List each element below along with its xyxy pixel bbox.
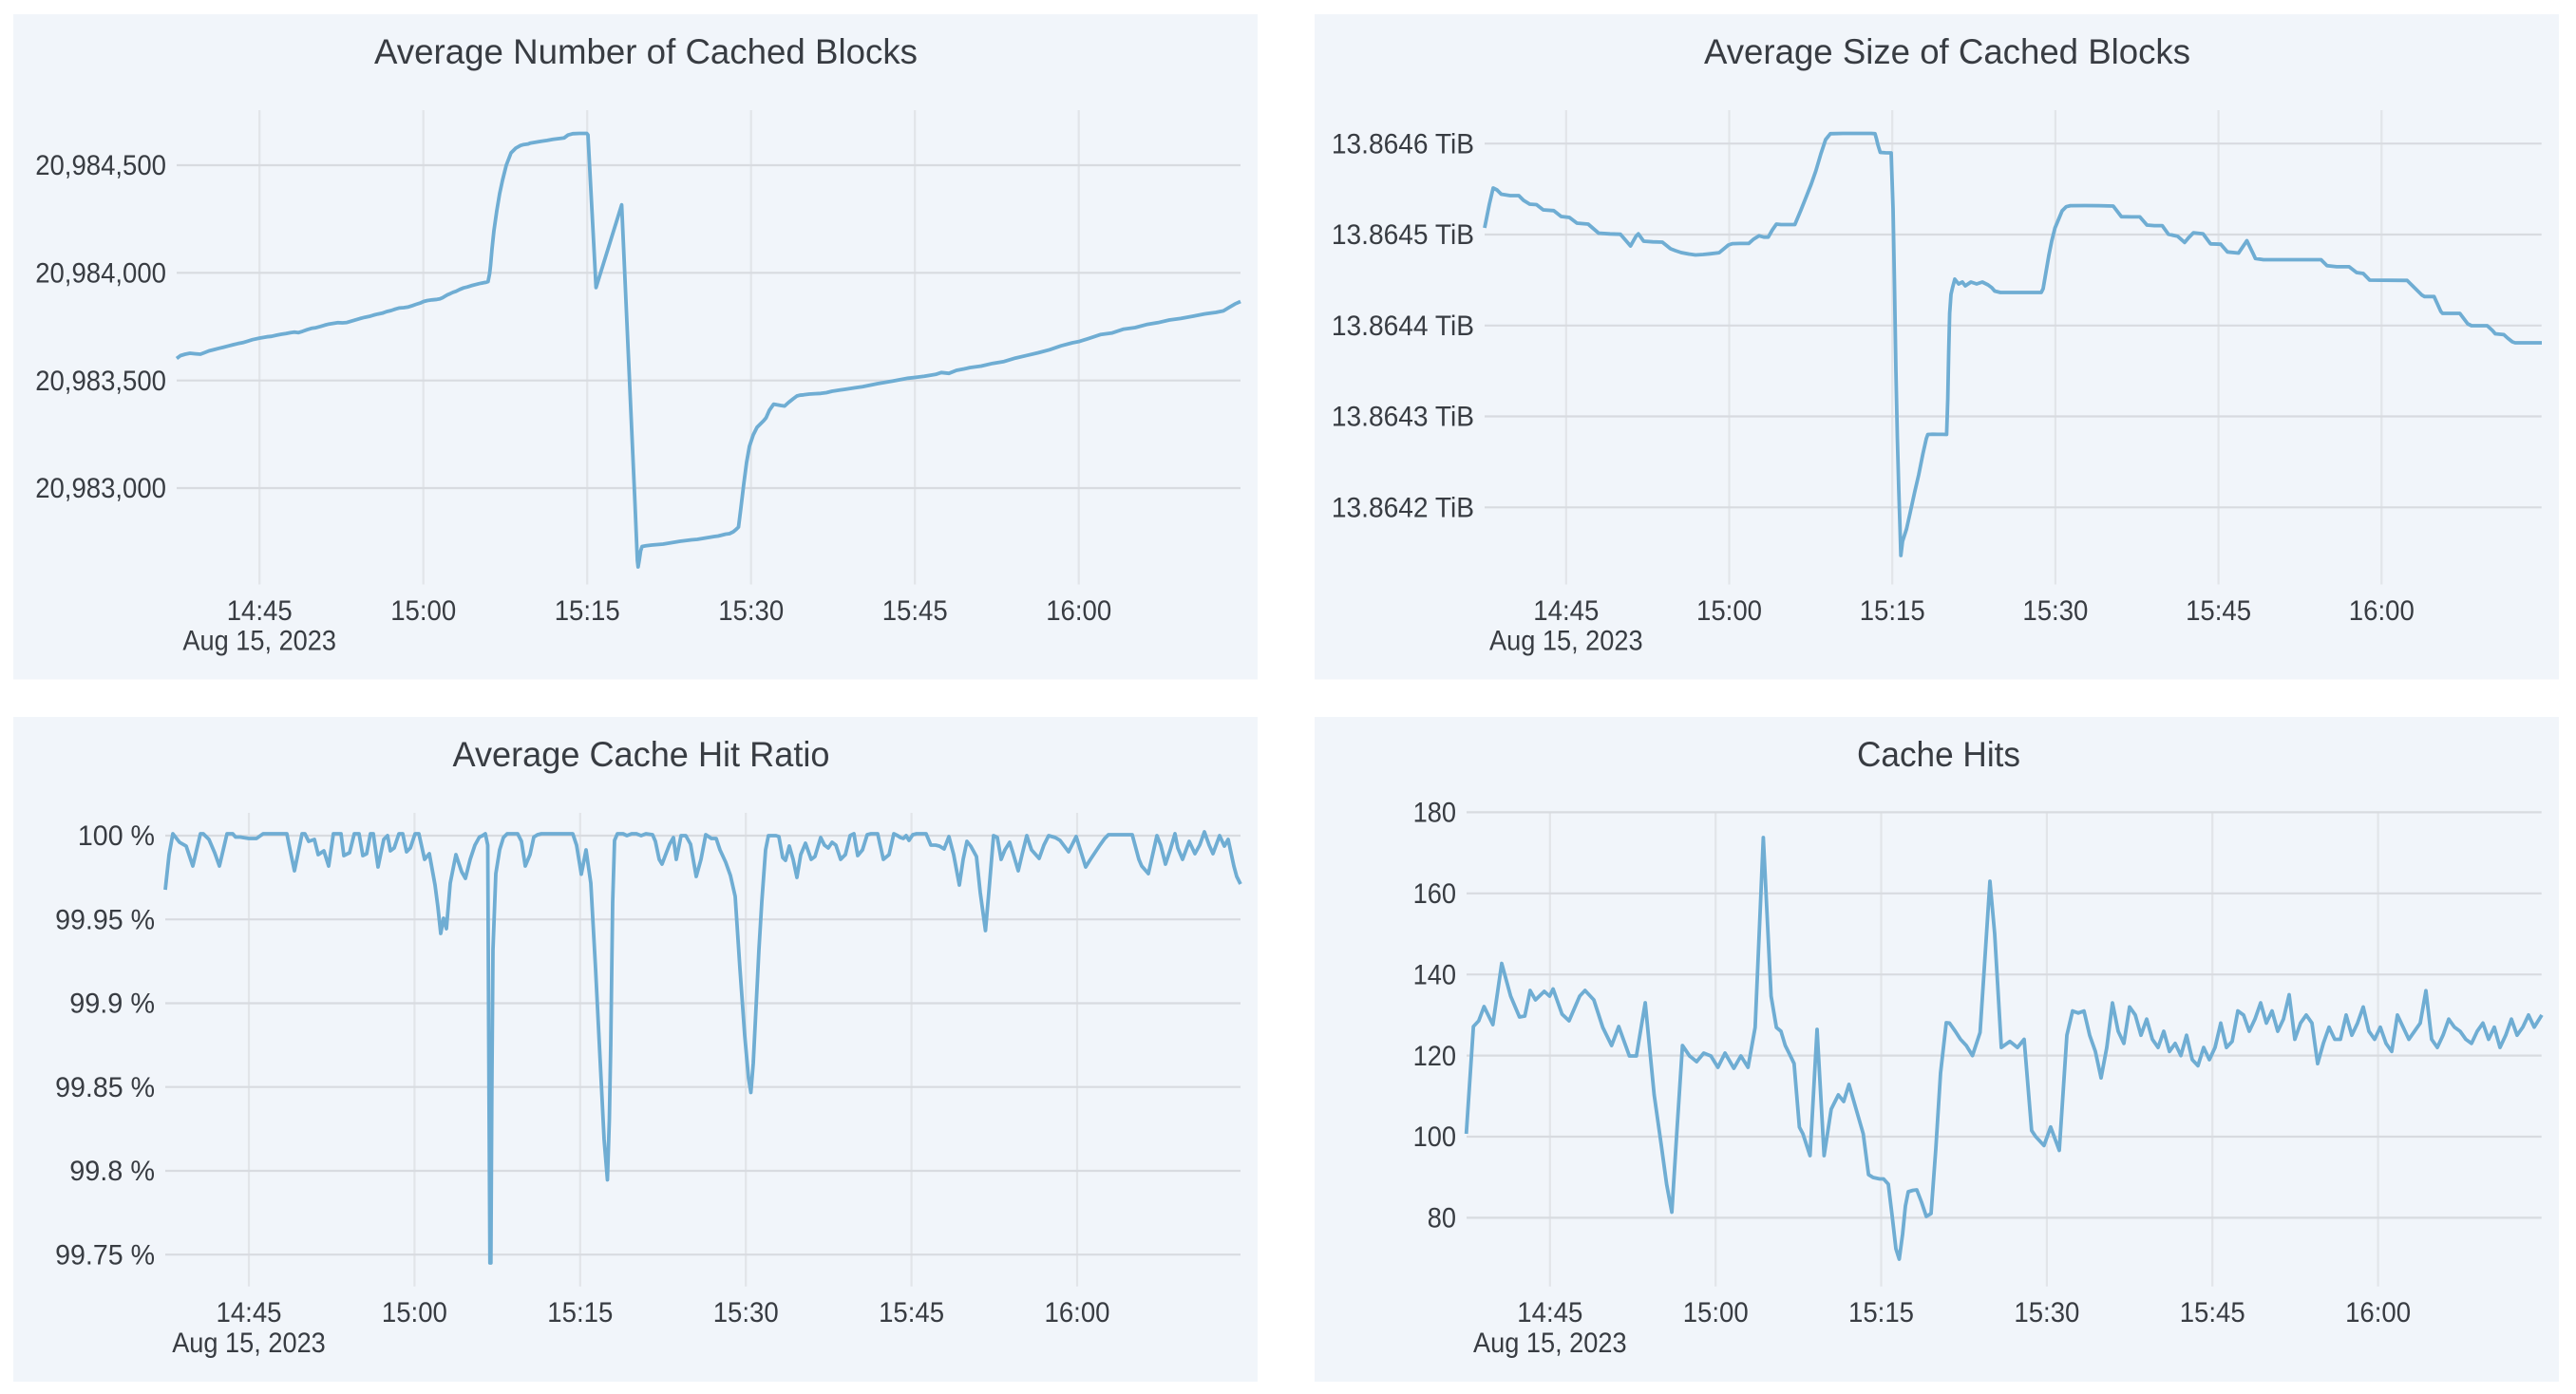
svg-text:15:15: 15:15 — [555, 595, 620, 627]
svg-text:100 %: 100 % — [78, 820, 155, 852]
svg-text:99.95 %: 99.95 % — [55, 904, 155, 935]
svg-text:99.9 %: 99.9 % — [69, 989, 155, 1020]
svg-text:Aug 15, 2023: Aug 15, 2023 — [172, 1328, 326, 1359]
svg-text:120: 120 — [1413, 1041, 1456, 1072]
svg-text:Aug 15, 2023: Aug 15, 2023 — [1489, 626, 1643, 657]
svg-text:20,983,500: 20,983,500 — [35, 366, 166, 397]
svg-text:15:30: 15:30 — [713, 1297, 779, 1328]
svg-text:16:00: 16:00 — [2345, 1297, 2411, 1328]
svg-text:15:45: 15:45 — [879, 1297, 944, 1328]
svg-text:20,984,000: 20,984,000 — [35, 258, 166, 290]
svg-text:100: 100 — [1413, 1121, 1456, 1153]
svg-text:Cache Hits: Cache Hits — [1857, 735, 2020, 774]
svg-text:80: 80 — [1428, 1203, 1456, 1234]
svg-text:Aug 15, 2023: Aug 15, 2023 — [1473, 1328, 1627, 1359]
svg-text:14:45: 14:45 — [217, 1297, 282, 1328]
svg-text:15:45: 15:45 — [2186, 595, 2251, 627]
svg-text:16:00: 16:00 — [1045, 1297, 1110, 1328]
svg-text:13.8646 TiB: 13.8646 TiB — [1332, 128, 1474, 160]
svg-text:15:45: 15:45 — [882, 595, 948, 627]
svg-text:Aug 15, 2023: Aug 15, 2023 — [182, 626, 336, 657]
svg-text:160: 160 — [1413, 878, 1456, 910]
svg-text:15:15: 15:15 — [547, 1297, 613, 1328]
svg-text:16:00: 16:00 — [1046, 595, 1111, 627]
svg-text:13.8642 TiB: 13.8642 TiB — [1332, 493, 1474, 524]
svg-text:20,983,000: 20,983,000 — [35, 473, 166, 504]
svg-text:15:15: 15:15 — [1860, 595, 1925, 627]
svg-text:15:30: 15:30 — [2014, 1297, 2079, 1328]
svg-text:13.8643 TiB: 13.8643 TiB — [1332, 402, 1474, 433]
svg-text:15:00: 15:00 — [1696, 595, 1762, 627]
svg-text:140: 140 — [1413, 959, 1456, 990]
svg-text:15:00: 15:00 — [390, 595, 456, 627]
svg-text:14:45: 14:45 — [1533, 595, 1599, 627]
svg-text:Average Cache Hit Ratio: Average Cache Hit Ratio — [453, 735, 830, 774]
svg-text:99.85 %: 99.85 % — [55, 1072, 155, 1103]
svg-text:99.75 %: 99.75 % — [55, 1239, 155, 1271]
svg-text:15:45: 15:45 — [2180, 1297, 2245, 1328]
svg-text:Average Size of Cached Blocks: Average Size of Cached Blocks — [1704, 32, 2190, 71]
svg-text:20,984,500: 20,984,500 — [35, 150, 166, 181]
svg-text:15:00: 15:00 — [382, 1297, 447, 1328]
svg-text:13.8645 TiB: 13.8645 TiB — [1332, 219, 1474, 251]
svg-text:16:00: 16:00 — [2349, 595, 2415, 627]
svg-text:180: 180 — [1413, 798, 1456, 829]
svg-text:13.8644 TiB: 13.8644 TiB — [1332, 311, 1474, 342]
svg-text:15:30: 15:30 — [718, 595, 784, 627]
svg-text:Average Number of Cached Block: Average Number of Cached Blocks — [374, 32, 918, 71]
svg-text:14:45: 14:45 — [1517, 1297, 1582, 1328]
svg-text:15:00: 15:00 — [1683, 1297, 1749, 1328]
svg-text:15:15: 15:15 — [1848, 1297, 1914, 1328]
svg-text:15:30: 15:30 — [2022, 595, 2088, 627]
svg-text:99.8 %: 99.8 % — [69, 1156, 155, 1187]
svg-text:14:45: 14:45 — [227, 595, 293, 627]
